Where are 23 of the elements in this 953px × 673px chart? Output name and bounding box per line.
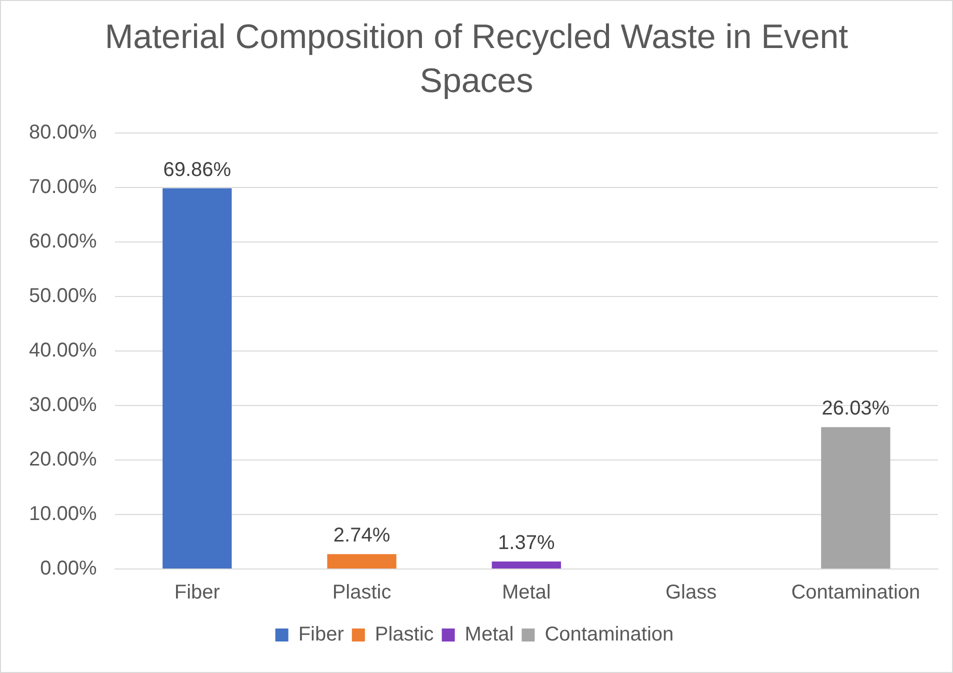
legend-label: Plastic	[374, 624, 434, 646]
y-tick-label: 30.00%	[28, 394, 98, 416]
y-tick-label: 70.00%	[28, 176, 98, 198]
y-tick-label: 0.00%	[40, 558, 98, 580]
x-tick-label: Metal	[502, 582, 551, 604]
y-tick-label: 80.00%	[28, 122, 98, 144]
chart-title: Material Composition of Recycled Waste in Event Spaces	[104, 17, 850, 102]
legend-label: Fiber	[298, 624, 344, 646]
legend-label: Contamination	[544, 624, 674, 646]
data-label: 2.74%	[333, 524, 390, 547]
x-tick-label: Plastic	[332, 582, 392, 604]
x-tick-label: Contamination	[791, 582, 920, 604]
y-tick-label: 40.00%	[28, 340, 98, 362]
y-tick-label: 60.00%	[28, 230, 98, 253]
y-tick-label: 20.00%	[28, 448, 98, 471]
data-label: 26.03%	[822, 398, 890, 420]
y-tick-label: 10.00%	[28, 503, 98, 526]
x-tick-label: Glass	[665, 582, 717, 604]
data-label: 1.37%	[498, 532, 555, 554]
y-tick-label: 50.00%	[28, 285, 98, 308]
x-tick-label: Fiber	[174, 582, 220, 604]
legend-label: Metal	[464, 624, 514, 646]
data-label: 69.86%	[163, 158, 232, 181]
